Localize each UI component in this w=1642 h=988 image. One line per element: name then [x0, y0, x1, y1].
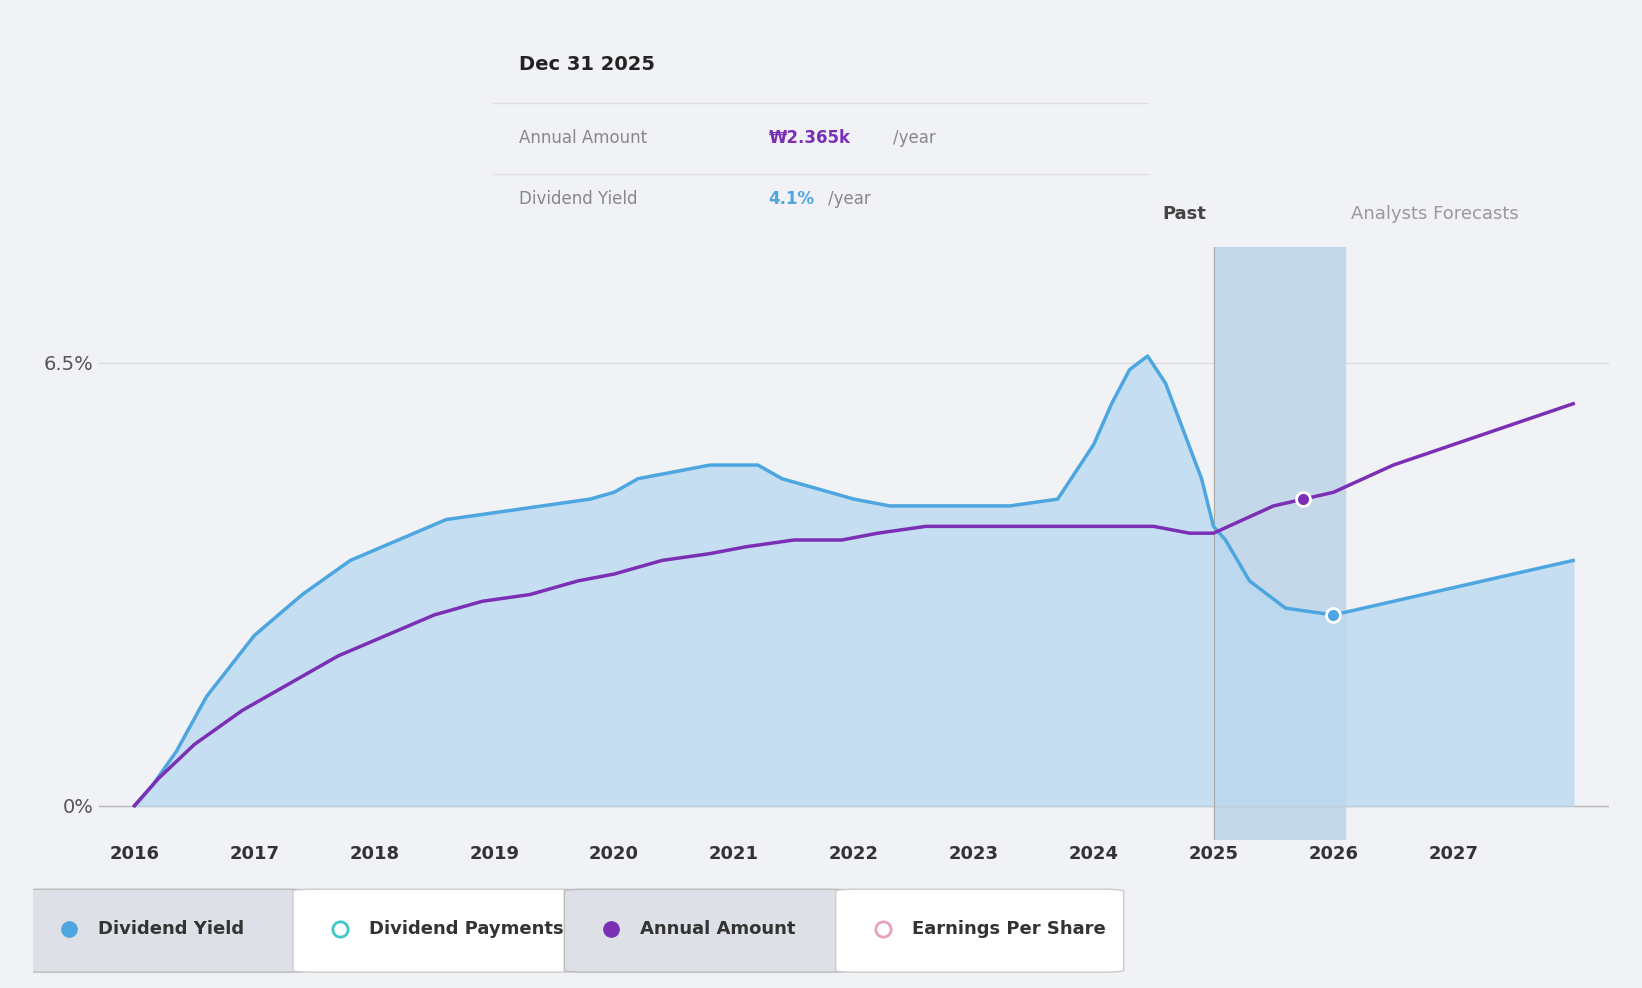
Text: ₩2.365k: ₩2.365k [768, 128, 851, 146]
Text: Earnings Per Share: Earnings Per Share [911, 920, 1105, 938]
Bar [1213, 247, 1345, 840]
Text: Dividend Payments: Dividend Payments [369, 920, 563, 938]
Text: Past: Past [1163, 206, 1205, 223]
Text: /year: /year [828, 190, 870, 208]
Text: 4.1%: 4.1% [768, 190, 814, 208]
FancyBboxPatch shape [21, 889, 310, 972]
FancyBboxPatch shape [292, 889, 581, 972]
Text: Dividend Yield: Dividend Yield [97, 920, 243, 938]
FancyBboxPatch shape [565, 889, 852, 972]
Text: Annual Amount: Annual Amount [519, 128, 647, 146]
Text: Annual Amount: Annual Amount [640, 920, 796, 938]
Text: Analysts Forecasts: Analysts Forecasts [1351, 206, 1519, 223]
Text: /year: /year [893, 128, 936, 146]
FancyBboxPatch shape [836, 889, 1123, 972]
Text: Dec 31 2025: Dec 31 2025 [519, 54, 655, 74]
Text: Dividend Yield: Dividend Yield [519, 190, 637, 208]
